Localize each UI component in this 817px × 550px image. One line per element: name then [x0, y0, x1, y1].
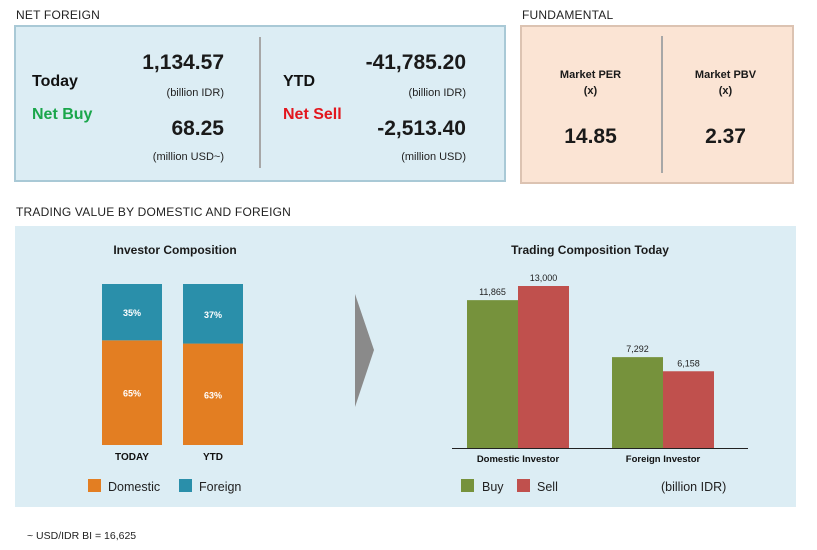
legend-buy-swatch	[461, 479, 474, 492]
bar-sell-domestic-investor	[518, 286, 569, 448]
ytd-value-idr: -41,785.20	[365, 51, 466, 74]
per-value: 14.85	[564, 125, 617, 148]
ytd-status: Net Sell	[283, 106, 342, 123]
bar-buy-foreign-investor	[612, 357, 663, 448]
today-label: Today	[32, 73, 78, 90]
today-unit-idr: (billion IDR)	[166, 87, 224, 99]
ytd-label: YTD	[283, 73, 315, 90]
legend-domestic-label: Domestic	[108, 480, 161, 494]
legend-foreign-swatch	[179, 479, 192, 492]
investor-composition-chart: 65% 35% TODAY 63% 37% YTD	[102, 284, 243, 463]
bar-foreign-ytd	[183, 284, 243, 344]
per-label: Market PER	[559, 69, 622, 81]
fundamental-panel: Market PER (x) 14.85 Market PBV (x) 2.37	[520, 25, 794, 184]
bar-label-sell-foreign-investor: 6,158	[677, 358, 700, 368]
today-value-usd: 68.25	[171, 117, 224, 140]
unit-note: (billion IDR)	[661, 480, 727, 494]
tick-label-domestic-investor: Domestic Investor	[477, 454, 560, 465]
ytd-unit-usd: (million USD)	[401, 151, 466, 163]
legend-sell-label: Sell	[537, 480, 558, 494]
legend-sell-swatch	[517, 479, 530, 492]
charts-svg: 65% 35% TODAY 63% 37% YTD 11,865 13,000 Domesti…	[102, 273, 748, 465]
legend-foreign-label: Foreign	[199, 480, 242, 494]
net-foreign-divider	[259, 37, 261, 168]
pbv-unit: (x)	[718, 85, 733, 97]
bar-foreign-today	[102, 284, 162, 341]
bar-label-foreign-ytd: 37%	[204, 310, 222, 320]
fundamental-divider	[661, 36, 663, 173]
legend-domestic-swatch	[88, 479, 101, 492]
trading-value-title: TRADING VALUE BY DOMESTIC AND FOREIGN	[16, 205, 291, 219]
bar-label-foreign-today: 35%	[123, 308, 141, 318]
ytd-value-usd: -2,513.40	[377, 117, 466, 140]
trading-value-panel: Investor Composition Trading Composition…	[15, 226, 796, 507]
net-foreign-title: NET FOREIGN	[16, 8, 100, 22]
tick-label-today: TODAY	[115, 452, 149, 463]
arrow-shape	[355, 294, 374, 407]
today-unit-usd: (million USD~)	[152, 151, 224, 163]
bar-label-buy-foreign-investor: 7,292	[626, 344, 649, 354]
bar-label-sell-domestic-investor: 13,000	[530, 273, 558, 283]
per-block: Market PER (x)	[522, 67, 659, 99]
per-unit: (x)	[583, 85, 598, 97]
net-foreign-panel: Today Net Buy 1,134.57 (billion IDR) 68.…	[14, 25, 506, 182]
bar-label-domestic-today: 65%	[123, 389, 141, 399]
today-value-idr: 1,134.57	[142, 51, 224, 74]
bar-buy-domestic-investor	[467, 300, 518, 448]
pbv-value: 2.37	[705, 125, 746, 148]
investor-composition-title: Investor Composition	[113, 243, 237, 257]
today-status: Net Buy	[32, 106, 93, 123]
pbv-block: Market PBV (x)	[659, 67, 792, 99]
bar-domestic-today	[102, 340, 162, 445]
fundamental-title: FUNDAMENTAL	[522, 8, 614, 22]
ytd-unit-idr: (billion IDR)	[408, 87, 466, 99]
footnote: ~ USD/IDR BI = 16,625	[27, 530, 137, 542]
bar-sell-foreign-investor	[663, 371, 714, 448]
legend-buy-label: Buy	[482, 480, 504, 494]
bar-label-domestic-ytd: 63%	[204, 390, 222, 400]
tick-label-foreign-investor: Foreign Investor	[626, 454, 701, 465]
pbv-label: Market PBV	[694, 69, 757, 81]
trading-composition-title: Trading Composition Today	[511, 243, 669, 257]
tick-label-ytd: YTD	[203, 452, 223, 463]
bar-domestic-ytd	[183, 343, 243, 445]
trading-composition-chart: 11,865 13,000 Domestic Investor 7,292 6,158 F…	[452, 273, 748, 465]
bar-label-buy-domestic-investor: 11,865	[479, 287, 506, 297]
